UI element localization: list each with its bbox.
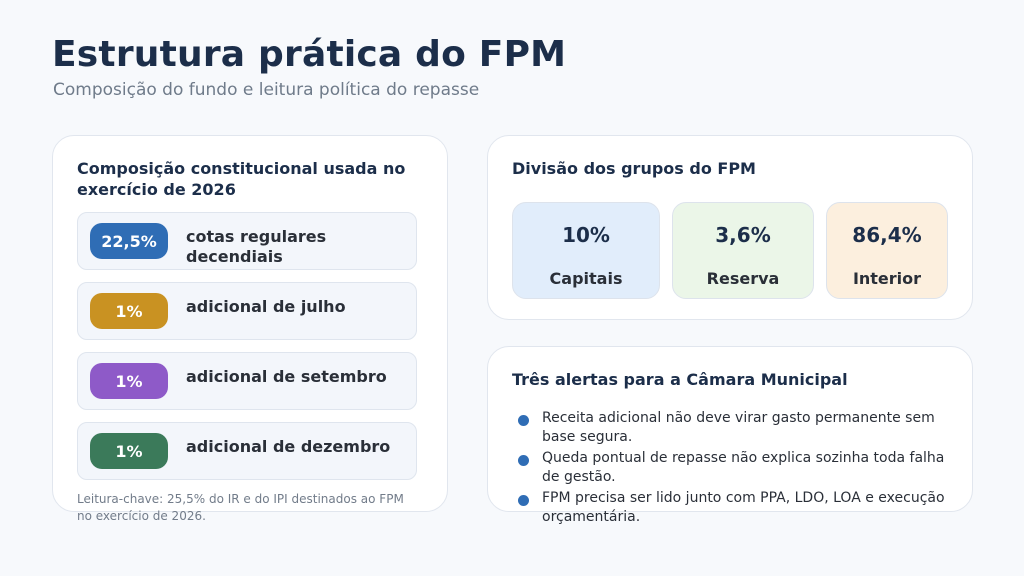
composition-card: Composição constitucional usada no exerc…: [52, 135, 448, 523]
composition-heading: Composição constitucional usada no exerc…: [77, 159, 406, 199]
bullet-dot-icon: [518, 455, 529, 466]
group-box-reserva: 3,6% Reserva: [672, 202, 814, 299]
group-box-capitais: 10% Capitais: [512, 202, 660, 299]
alert-text: Receita adicional não deve virar gasto p…: [542, 410, 935, 445]
group-label: Interior: [852, 269, 922, 288]
composition-row-setembro: 1% adicional de setembro: [77, 352, 417, 410]
groups-heading: Divisão dos grupos do FPM: [512, 159, 756, 178]
group-percent: 10%: [562, 223, 610, 247]
percent-badge: 1%: [90, 433, 168, 469]
bullet-dot-icon: [518, 415, 529, 426]
percent-badge: 1%: [90, 293, 168, 329]
bullet-dot-icon: [518, 495, 529, 506]
percent-badge: 22,5%: [90, 223, 168, 259]
page-subtitle: Composição do fundo e leitura política d…: [53, 80, 480, 100]
alerts-heading: Três alertas para a Câmara Municipal: [512, 370, 848, 389]
alert-text: Queda pontual de repasse não explica soz…: [542, 450, 945, 485]
alert-text: FPM precisa ser lido junto com PPA, LDO,…: [542, 490, 945, 525]
group-label: Reserva: [706, 269, 780, 288]
composition-row-dezembro: 1% adicional de dezembro: [77, 422, 417, 480]
alerts-card: Três alertas para a Câmara Municipal Rec…: [487, 346, 973, 525]
composition-label: adicional de dezembro: [186, 437, 391, 456]
groups-card: Divisão dos grupos do FPM 10% Capitais 3…: [487, 135, 973, 320]
composition-label: cotas regulares decendiais: [186, 227, 327, 266]
key-reading-note: Leitura-chave: 25,5% do IR e do IPI dest…: [77, 492, 404, 523]
page-title: Estrutura prática do FPM: [52, 34, 567, 75]
group-percent: 3,6%: [715, 223, 771, 247]
composition-label: adicional de julho: [186, 297, 346, 316]
group-percent: 86,4%: [852, 223, 922, 247]
composition-label: adicional de setembro: [186, 367, 387, 386]
composition-row-regulares: 22,5% cotas regulares decendiais: [77, 212, 417, 270]
percent-badge: 1%: [90, 363, 168, 399]
group-label: Capitais: [549, 269, 623, 288]
composition-row-julho: 1% adicional de julho: [77, 282, 417, 340]
group-box-interior: 86,4% Interior: [826, 202, 948, 299]
